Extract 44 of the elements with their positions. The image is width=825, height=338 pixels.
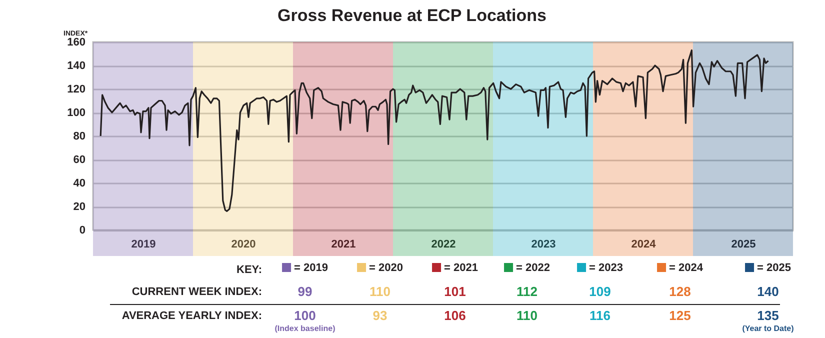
y-tick-label: 120 [67,84,86,96]
text: 128 [669,284,691,299]
text: 140 [757,284,779,299]
y-tick-label: 100 [67,107,86,119]
text: 125 [669,308,691,323]
text: 135 [757,308,779,323]
text: 100 [294,308,316,323]
text: 109 [589,284,611,299]
x-tick-label: 2021 [331,238,356,250]
text: (Index baseline) [274,324,336,333]
text: = 2019 [293,262,328,274]
y-tick-label: 20 [73,201,86,213]
text: 99 [298,284,312,299]
text: = 2022 [515,262,550,274]
text: (Year to Date) [742,324,794,333]
text: = 2023 [588,262,623,274]
x-tick-label: 2022 [431,238,456,250]
chart-title: Gross Revenue at ECP Locations [278,6,546,25]
line-series [100,49,770,212]
text: = 2024 [668,262,703,274]
text: 112 [516,284,538,299]
y-tick-label: 0 [79,224,86,236]
y-tick-label: 160 [67,36,86,48]
y-tick-label: 80 [73,130,86,142]
x-tick-label: 2023 [531,238,556,250]
text: 106 [444,308,466,323]
text: AVERAGE YEARLY INDEX: [122,310,262,322]
x-tick-label: 2019 [131,238,156,250]
text: KEY: [236,264,262,276]
text: 93 [372,308,388,323]
text: = 2020 [368,262,403,274]
text: = 2025 [756,262,791,274]
y-tick-label: 140 [67,60,86,72]
text: CURRENT WEEK INDEX: [132,286,262,298]
x-tick-label: 2020 [231,238,256,250]
x-tick-label: 2024 [631,238,657,250]
y-tick-label: 60 [73,154,86,166]
text: 110 [516,308,538,323]
text: 101 [444,284,466,299]
text: 116 [590,308,610,323]
x-tick-label: 2025 [731,238,756,250]
text: 110 [370,284,390,299]
y-tick-label: 40 [73,178,86,190]
text: = 2021 [443,262,478,274]
